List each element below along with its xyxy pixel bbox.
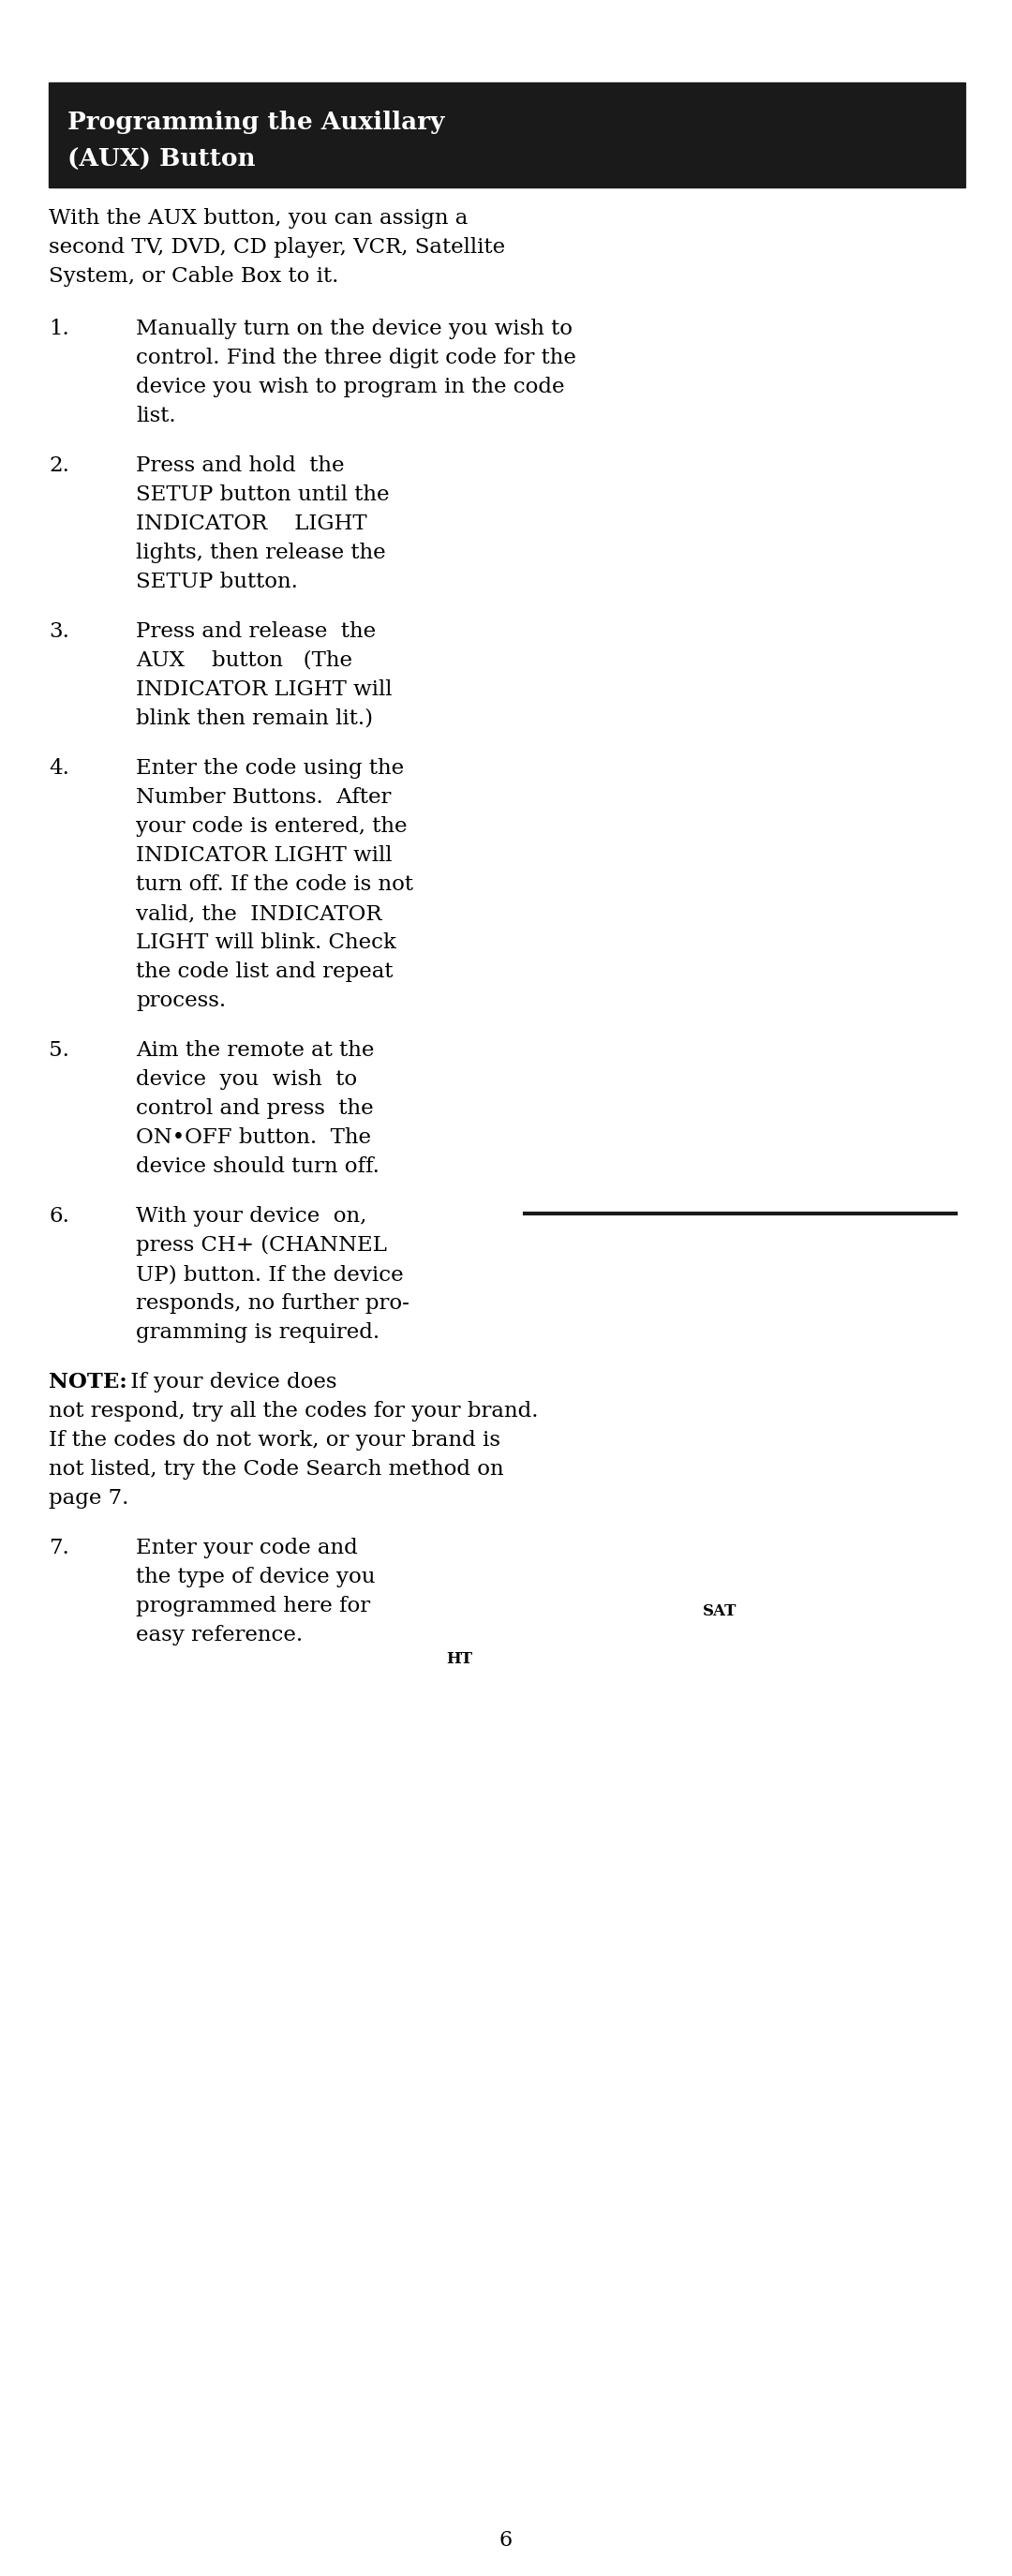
Text: SAT: SAT [702, 1602, 737, 1620]
Text: blink then remain lit.): blink then remain lit.) [136, 708, 373, 729]
Text: control. Find the three digit code for the: control. Find the three digit code for t… [136, 348, 576, 368]
Text: the code list and repeat: the code list and repeat [136, 961, 393, 981]
Text: INDICATOR    LIGHT: INDICATOR LIGHT [136, 513, 367, 533]
Text: System, or Cable Box to it.: System, or Cable Box to it. [49, 265, 339, 286]
Bar [49, 82, 965, 188]
Text: Press and hold  the: Press and hold the [136, 456, 344, 477]
Text: With the AUX button, you can assign a: With the AUX button, you can assign a [49, 209, 468, 229]
Text: not respond, try all the codes for your brand.: not respond, try all the codes for your … [49, 1401, 538, 1422]
Text: device should turn off.: device should turn off. [136, 1157, 380, 1177]
Text: the type of device you: the type of device you [136, 1566, 375, 1587]
Text: your code is entered, the: your code is entered, the [136, 817, 407, 837]
Text: AUX    button   (The: AUX button (The [136, 649, 352, 670]
Text: With your device  on,: With your device on, [136, 1206, 366, 1226]
Text: second TV, DVD, CD player, VCR, Satellite: second TV, DVD, CD player, VCR, Satellit… [49, 237, 505, 258]
Text: INDICATOR LIGHT will: INDICATOR LIGHT will [136, 680, 393, 701]
Text: lights, then release the: lights, then release the [136, 544, 386, 564]
Text: Number Buttons.  After: Number Buttons. After [136, 788, 391, 809]
Text: (AUX) Button: (AUX) Button [68, 147, 255, 173]
Text: If the codes do not work, or your brand is: If the codes do not work, or your brand … [49, 1430, 500, 1450]
Text: 5.: 5. [49, 1041, 69, 1061]
Text: Press and release  the: Press and release the [136, 621, 375, 641]
Text: programmed here for: programmed here for [136, 1595, 370, 1618]
Text: device  you  wish  to: device you wish to [136, 1069, 357, 1090]
Text: press CH+ (CHANNEL: press CH+ (CHANNEL [136, 1234, 387, 1255]
Text: SETUP button until the: SETUP button until the [136, 484, 390, 505]
Text: device you wish to program in the code: device you wish to program in the code [136, 376, 565, 397]
Text: 3.: 3. [49, 621, 69, 641]
Text: not listed, try the Code Search method on: not listed, try the Code Search method o… [49, 1458, 504, 1479]
Text: Enter your code and: Enter your code and [136, 1538, 357, 1558]
Text: valid, the  INDICATOR: valid, the INDICATOR [136, 904, 382, 925]
Text: 6.: 6. [49, 1206, 69, 1226]
Text: INDICATOR LIGHT will: INDICATOR LIGHT will [136, 845, 393, 866]
Text: process.: process. [136, 992, 226, 1012]
Text: easy reference.: easy reference. [136, 1625, 303, 1646]
Text: Enter the code using the: Enter the code using the [136, 757, 404, 778]
Text: 4.: 4. [49, 757, 69, 778]
Text: responds, no further pro-: responds, no further pro- [136, 1293, 410, 1314]
Text: 7.: 7. [49, 1538, 69, 1558]
Text: gramming is required.: gramming is required. [136, 1321, 380, 1342]
Text: 2.: 2. [49, 456, 69, 477]
Text: UP) button. If the device: UP) button. If the device [136, 1265, 404, 1285]
Text: HT: HT [446, 1651, 473, 1667]
Text: NOTE:: NOTE: [49, 1373, 128, 1394]
Text: SETUP button.: SETUP button. [136, 572, 298, 592]
Text: 6: 6 [499, 2530, 513, 2550]
Text: Manually turn on the device you wish to: Manually turn on the device you wish to [136, 319, 573, 340]
Text: turn off. If the code is not: turn off. If the code is not [136, 873, 413, 894]
Text: Aim the remote at the: Aim the remote at the [136, 1041, 374, 1061]
Text: ON•OFF button.  The: ON•OFF button. The [136, 1128, 371, 1149]
Text: page 7.: page 7. [49, 1489, 129, 1510]
Text: control and press  the: control and press the [136, 1097, 373, 1118]
Text: If your device does: If your device does [123, 1373, 337, 1394]
Text: LIGHT will blink. Check: LIGHT will blink. Check [136, 933, 397, 953]
Text: 1.: 1. [49, 319, 69, 340]
Text: Programming the Auxillary: Programming the Auxillary [68, 111, 444, 134]
Text: list.: list. [136, 407, 176, 428]
